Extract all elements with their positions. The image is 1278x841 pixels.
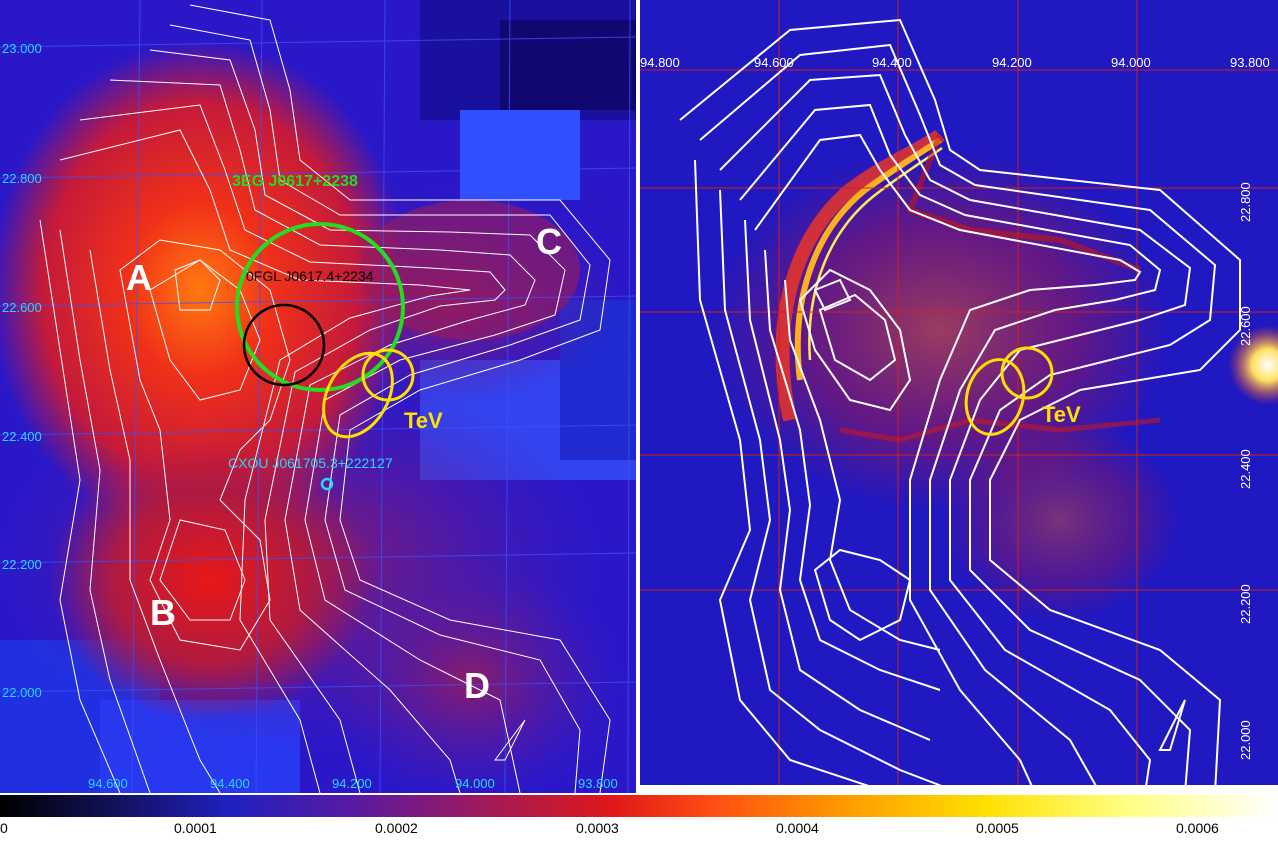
ra-tick: 94.800 xyxy=(640,55,680,70)
tev-ellipse-small-right xyxy=(1000,346,1054,400)
ra-tick: 94.400 xyxy=(210,776,250,791)
cxou-label: CXOU J061705.3+222127 xyxy=(228,455,393,471)
ra-tick: 94.200 xyxy=(332,776,372,791)
colorbar-label: 0.0003 xyxy=(576,820,619,836)
dec-tick: 22.000 xyxy=(2,685,42,700)
emission-map xyxy=(0,40,620,793)
bottom-strip xyxy=(640,785,1278,793)
0fgl-error-circle xyxy=(242,303,326,387)
snr-emission xyxy=(710,129,1278,620)
colorbar xyxy=(0,795,1278,817)
dec-tick: 22.400 xyxy=(2,429,42,444)
ra-tick: 93.800 xyxy=(578,776,618,791)
dec-tick: 22.800 xyxy=(2,171,42,186)
colorbar-label: 0.0002 xyxy=(375,820,418,836)
region-d-label: D xyxy=(464,665,490,706)
ra-tick: 94.600 xyxy=(754,55,794,70)
dec-tick: 22.200 xyxy=(1238,584,1253,624)
left-coordinate-grid xyxy=(0,0,636,793)
left-image-panel: 3EG J0617+2238 0FGL J0617.4+2234 CXOU J0… xyxy=(0,0,636,793)
left-panel-svg: 3EG J0617+2238 0FGL J0617.4+2234 CXOU J0… xyxy=(0,0,636,793)
colorbar-label: 0.0006 xyxy=(1176,820,1219,836)
ra-tick: 94.000 xyxy=(455,776,495,791)
panel-divider xyxy=(636,0,640,793)
tev-label-left: TeV xyxy=(404,408,443,433)
right-contours xyxy=(679,18,1241,793)
left-ra-axis: 94.600 94.400 94.200 94.000 93.800 xyxy=(88,776,618,791)
region-c-label: C xyxy=(536,221,562,262)
dec-tick: 22.400 xyxy=(1238,449,1253,489)
tev-ellipse-small xyxy=(361,348,415,402)
right-ra-axis: 94.800 94.600 94.400 94.200 94.000 93.80… xyxy=(640,55,1270,70)
region-b-label: B xyxy=(150,592,176,633)
dec-tick: 22.000 xyxy=(1238,720,1253,760)
left-dec-axis: 23.000 22.800 22.600 22.400 22.200 22.00… xyxy=(2,41,42,700)
3eg-label: 3EG J0617+2238 xyxy=(232,173,358,190)
0fgl-label: 0FGL J0617.4+2234 xyxy=(246,268,374,284)
dec-tick: 22.600 xyxy=(2,300,42,315)
ra-tick: 94.000 xyxy=(1111,55,1151,70)
colorbar-label: 0 xyxy=(0,820,8,836)
right-image-panel: TeV 94.800 94.600 94.400 94.200 94.000 9… xyxy=(640,0,1278,793)
right-panel-svg: TeV 94.800 94.600 94.400 94.200 94.000 9… xyxy=(640,0,1278,793)
ra-tick: 94.200 xyxy=(992,55,1032,70)
3eg-error-circle xyxy=(235,222,405,392)
cxou-source-marker xyxy=(320,477,334,491)
dec-tick: 22.600 xyxy=(1238,306,1253,346)
left-contours xyxy=(39,4,611,793)
dec-tick: 23.000 xyxy=(2,41,42,56)
colorbar-label: 0.0004 xyxy=(776,820,819,836)
right-dec-axis: 22.800 22.600 22.400 22.200 22.000 xyxy=(1238,182,1253,760)
ra-tick: 94.600 xyxy=(88,776,128,791)
colorbar-label: 0.0005 xyxy=(976,820,1019,836)
ra-tick: 94.400 xyxy=(872,55,912,70)
bright-star xyxy=(1228,325,1278,405)
tev-ellipse-large xyxy=(322,351,394,439)
ra-tick: 93.800 xyxy=(1230,55,1270,70)
dec-tick: 22.800 xyxy=(1238,182,1253,222)
tev-label-right: TeV xyxy=(1042,402,1081,427)
colorbar-label: 0.0001 xyxy=(174,820,217,836)
region-a-label: A xyxy=(126,257,152,298)
dec-tick: 22.200 xyxy=(2,557,42,572)
